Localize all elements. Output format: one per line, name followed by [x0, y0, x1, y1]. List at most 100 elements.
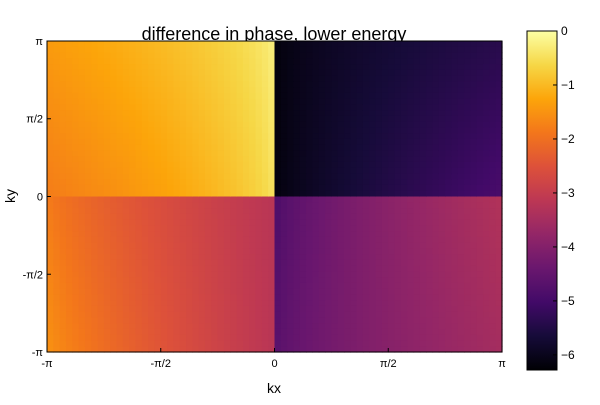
heatmap-cell [103, 242, 111, 249]
heatmap-cell [59, 254, 67, 261]
heatmap-cell [217, 282, 225, 290]
heatmap-cell [47, 58, 54, 65]
heatmap-cell [141, 265, 149, 272]
heatmap-cell [198, 334, 206, 342]
heatmap-cell [457, 184, 465, 192]
heatmap-cell [103, 81, 111, 88]
heatmap-cell [173, 115, 181, 123]
heatmap-cell [255, 138, 263, 146]
heatmap-cell [369, 81, 377, 88]
heatmap-cell [110, 294, 118, 301]
heatmap-cell [381, 179, 389, 186]
heatmap-cell [287, 115, 295, 123]
heatmap-cell [306, 69, 314, 77]
heatmap-cell [236, 75, 244, 82]
heatmap-cell [350, 115, 358, 123]
heatmap-cell [72, 236, 80, 244]
heatmap-cell [400, 225, 408, 232]
heatmap-cell [419, 144, 427, 152]
heatmap-cell [65, 196, 73, 203]
heatmap-cell [78, 294, 86, 301]
heatmap-cell [268, 81, 276, 88]
heatmap-cell [160, 46, 168, 54]
heatmap-cell [97, 196, 105, 203]
heatmap-cell [312, 150, 320, 157]
heatmap-cell [242, 75, 250, 82]
heatmap-cell [242, 231, 250, 238]
heatmap-cell [186, 167, 193, 175]
heatmap-cell [394, 236, 402, 244]
heatmap-cell [306, 242, 314, 249]
heatmap-cell [160, 190, 168, 198]
heatmap-cell [192, 317, 200, 324]
heatmap-cell [274, 288, 282, 296]
heatmap-cell [160, 208, 168, 215]
heatmap-cell [97, 156, 105, 163]
heatmap-cell [47, 219, 54, 226]
heatmap-cell [47, 288, 54, 296]
heatmap-cell [173, 254, 181, 261]
heatmap-cell [53, 46, 61, 54]
heatmap-cell [167, 150, 174, 157]
heatmap-cell [236, 294, 244, 301]
heatmap-cell [394, 110, 402, 117]
heatmap-cell [464, 167, 471, 175]
heatmap-cell [103, 127, 111, 134]
heatmap-cell [426, 242, 434, 249]
heatmap-cell [464, 196, 471, 203]
heatmap-cell [236, 156, 244, 163]
heatmap-cell [483, 305, 490, 313]
heatmap-cell [230, 121, 238, 128]
heatmap-cell [97, 294, 105, 301]
heatmap-cell [186, 213, 193, 221]
heatmap-cell [306, 254, 314, 261]
heatmap-cell [179, 184, 187, 192]
heatmap-cell [432, 202, 440, 209]
heatmap-cell [312, 69, 320, 77]
heatmap-cell [154, 58, 162, 65]
heatmap-cell [344, 236, 351, 244]
heatmap-cell [331, 173, 339, 180]
heatmap-cell [356, 144, 364, 152]
heatmap-cell [135, 52, 143, 59]
heatmap-cell [476, 259, 484, 267]
heatmap-cell [356, 277, 364, 284]
heatmap-cell [103, 64, 111, 71]
heatmap-cell [261, 75, 269, 82]
heatmap-cell [129, 311, 137, 319]
heatmap-cell [394, 300, 402, 307]
heatmap-cell [350, 104, 358, 111]
heatmap-cell [84, 231, 92, 238]
heatmap-cell [426, 69, 434, 77]
heatmap-cell [242, 179, 250, 186]
heatmap-cell [287, 150, 295, 157]
heatmap-cell [438, 225, 446, 232]
heatmap-cell [84, 236, 92, 244]
heatmap-cell [135, 294, 143, 301]
heatmap-cell [255, 346, 263, 353]
heatmap-cell [464, 87, 471, 94]
heatmap-cell [318, 133, 326, 140]
heatmap-cell [192, 305, 200, 313]
heatmap-cell [407, 161, 415, 169]
heatmap-cell [306, 231, 314, 238]
heatmap-cell [464, 248, 471, 255]
heatmap-cell [413, 110, 421, 117]
heatmap-cell [249, 259, 257, 267]
heatmap-cell [312, 294, 320, 301]
heatmap-cell [489, 75, 497, 82]
heatmap-cell [489, 282, 497, 290]
heatmap-cell [198, 323, 206, 330]
heatmap-cell [103, 173, 111, 180]
heatmap-cell [451, 259, 459, 267]
heatmap-cell [91, 242, 99, 249]
heatmap-cell [337, 184, 345, 192]
heatmap-cell [426, 41, 434, 48]
heatmap-cell [489, 127, 497, 134]
heatmap-cell [179, 288, 187, 296]
heatmap-cell [204, 173, 212, 180]
heatmap-cell [356, 231, 364, 238]
heatmap-cell [318, 196, 326, 203]
heatmap-cell [369, 340, 377, 347]
heatmap-cell [287, 248, 295, 255]
